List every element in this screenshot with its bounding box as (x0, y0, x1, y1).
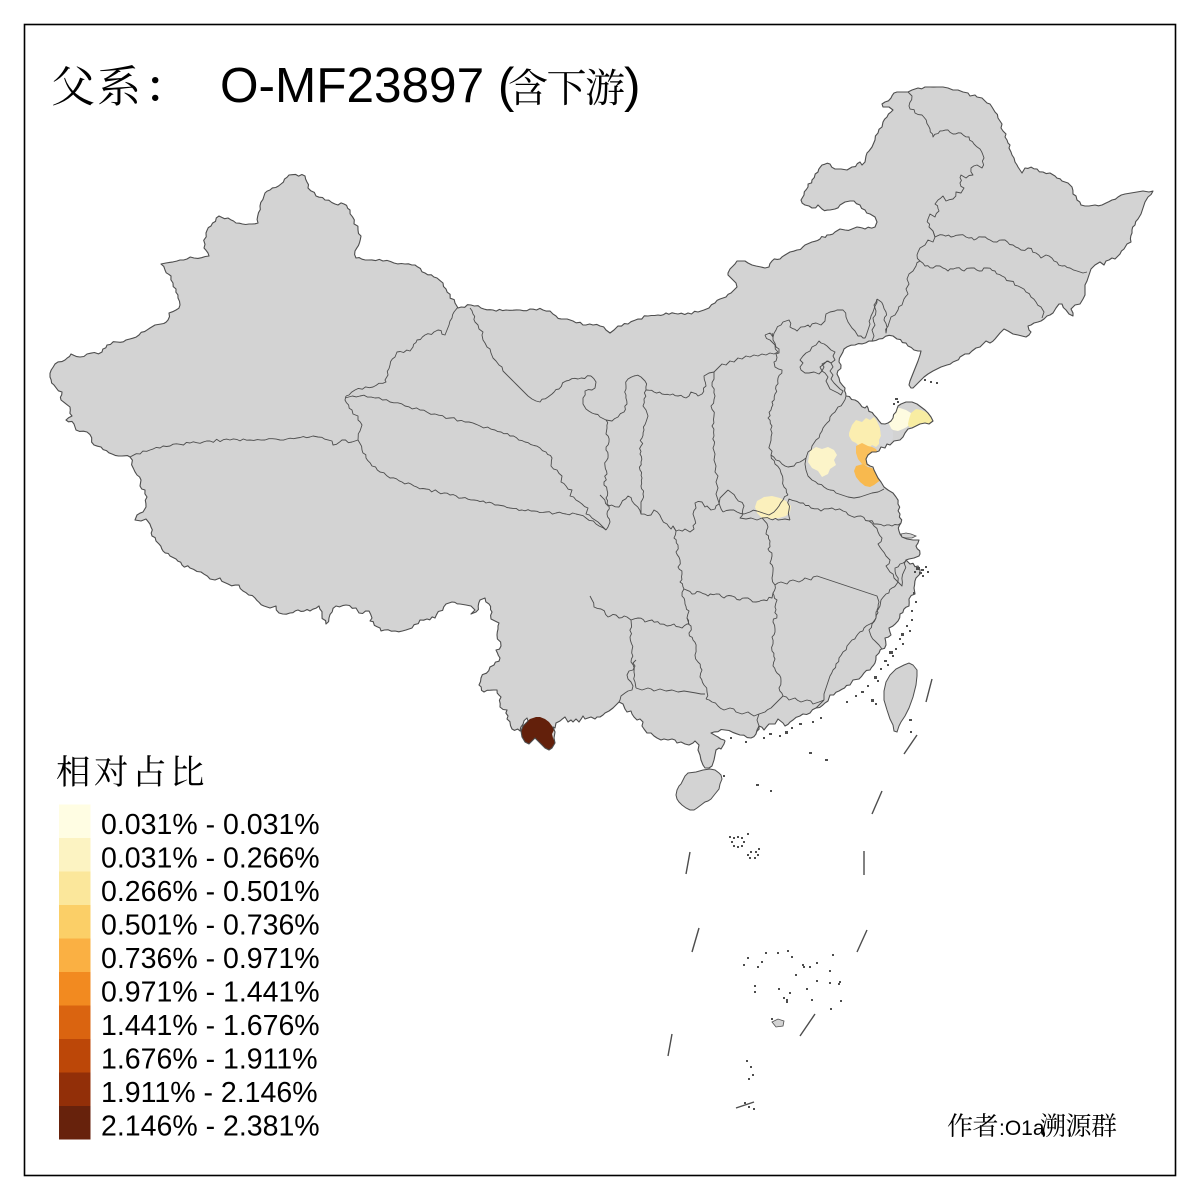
svg-text:): ) (624, 58, 640, 113)
svg-text:1.911% - 2.146%: 1.911% - 2.146% (101, 1077, 318, 1109)
svg-text::O1a: :O1a (999, 1117, 1045, 1140)
svg-text:O-MF23897 (: O-MF23897 ( (220, 58, 515, 113)
svg-text:0.971% - 1.441%: 0.971% - 1.441% (101, 977, 320, 1009)
svg-text:0.031% - 0.266%: 0.031% - 0.266% (101, 843, 320, 875)
svg-text:0.031% - 0.031%: 0.031% - 0.031% (101, 809, 320, 841)
svg-text:1.441% - 1.676%: 1.441% - 1.676% (101, 1010, 320, 1042)
svg-text:0.736% - 0.971%: 0.736% - 0.971% (101, 943, 320, 975)
svg-text:0.501% - 0.736%: 0.501% - 0.736% (101, 910, 320, 942)
svg-text:1.676% - 1.911%: 1.676% - 1.911% (101, 1044, 318, 1076)
svg-text:2.146% - 2.381%: 2.146% - 2.381% (101, 1111, 320, 1143)
svg-text:0.266% - 0.501%: 0.266% - 0.501% (101, 876, 320, 908)
